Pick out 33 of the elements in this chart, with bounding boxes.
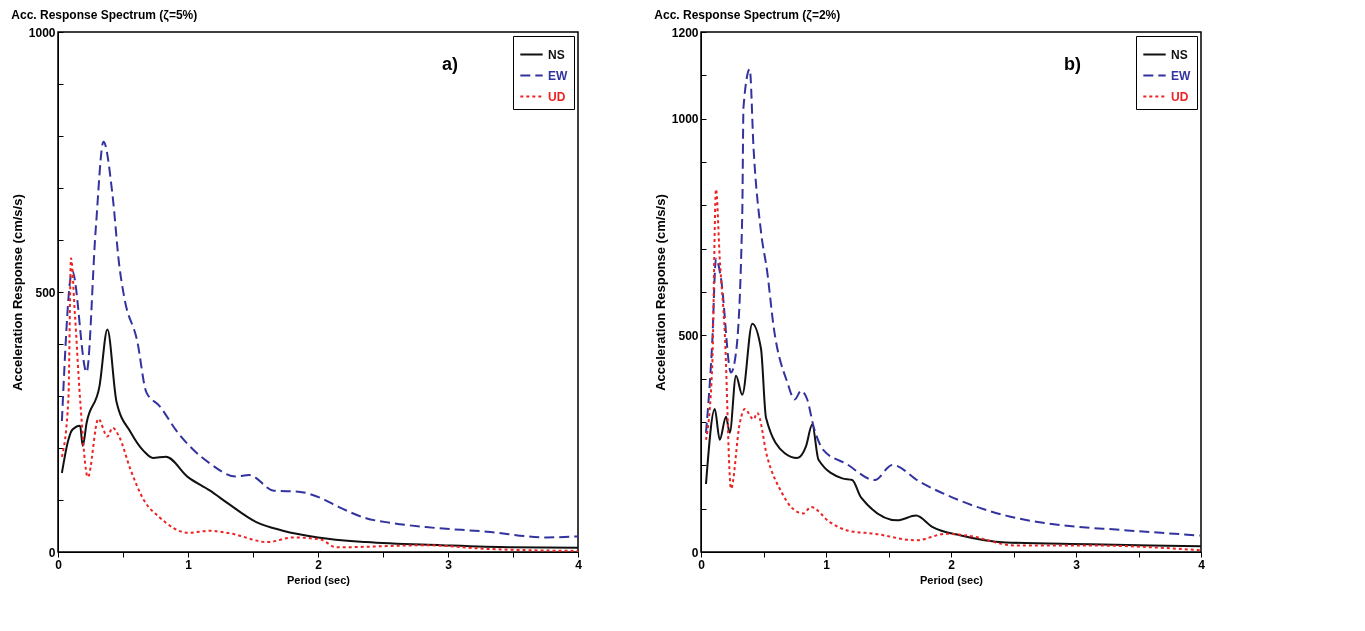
y-tick-label: 1000 [28,25,56,40]
legend-label: NS [1171,47,1188,62]
x-tick-label: 2 [948,557,956,572]
line-series [705,188,1202,552]
x-tick-label: 1 [823,557,831,572]
line-series [705,322,1202,548]
x-tick-label: 4 [575,557,583,572]
legend-label: NS [548,47,565,62]
x-tick-label: 3 [1073,557,1081,572]
y-tick-label: 500 [35,285,56,300]
x-tick-label: 1 [185,557,193,572]
line-series [60,140,579,539]
legend-label: EW [548,68,568,83]
x-axis-title: Period (sec) [287,573,351,586]
annotation: b) [1064,54,1081,74]
chart-title: Acc. Response Spectrum (ζ=2%) [654,8,841,22]
y-tick-label: 1200 [671,25,699,40]
y-tick-label: 500 [678,328,699,343]
legend-label: UD [548,89,566,104]
y-tick-label: 1000 [671,112,699,127]
y-axis-title: Acceleration Response (cm/s/s) [9,194,25,391]
y-tick-label: 0 [691,545,699,560]
annotation: a) [441,54,458,74]
legend-label: UD [1171,89,1189,104]
chart-title: Acc. Response Spectrum (ζ=5%) [11,8,198,22]
x-tick-label: 3 [445,557,453,572]
x-tick-label: 4 [1198,557,1206,572]
y-axis-title: Acceleration Response (cm/s/s) [652,194,668,391]
legend-label: EW [1171,68,1191,83]
y-tick-label: 0 [48,545,56,560]
x-tick-label: 2 [315,557,323,572]
x-axis-title: Period (sec) [920,573,984,586]
line-series [60,328,579,549]
